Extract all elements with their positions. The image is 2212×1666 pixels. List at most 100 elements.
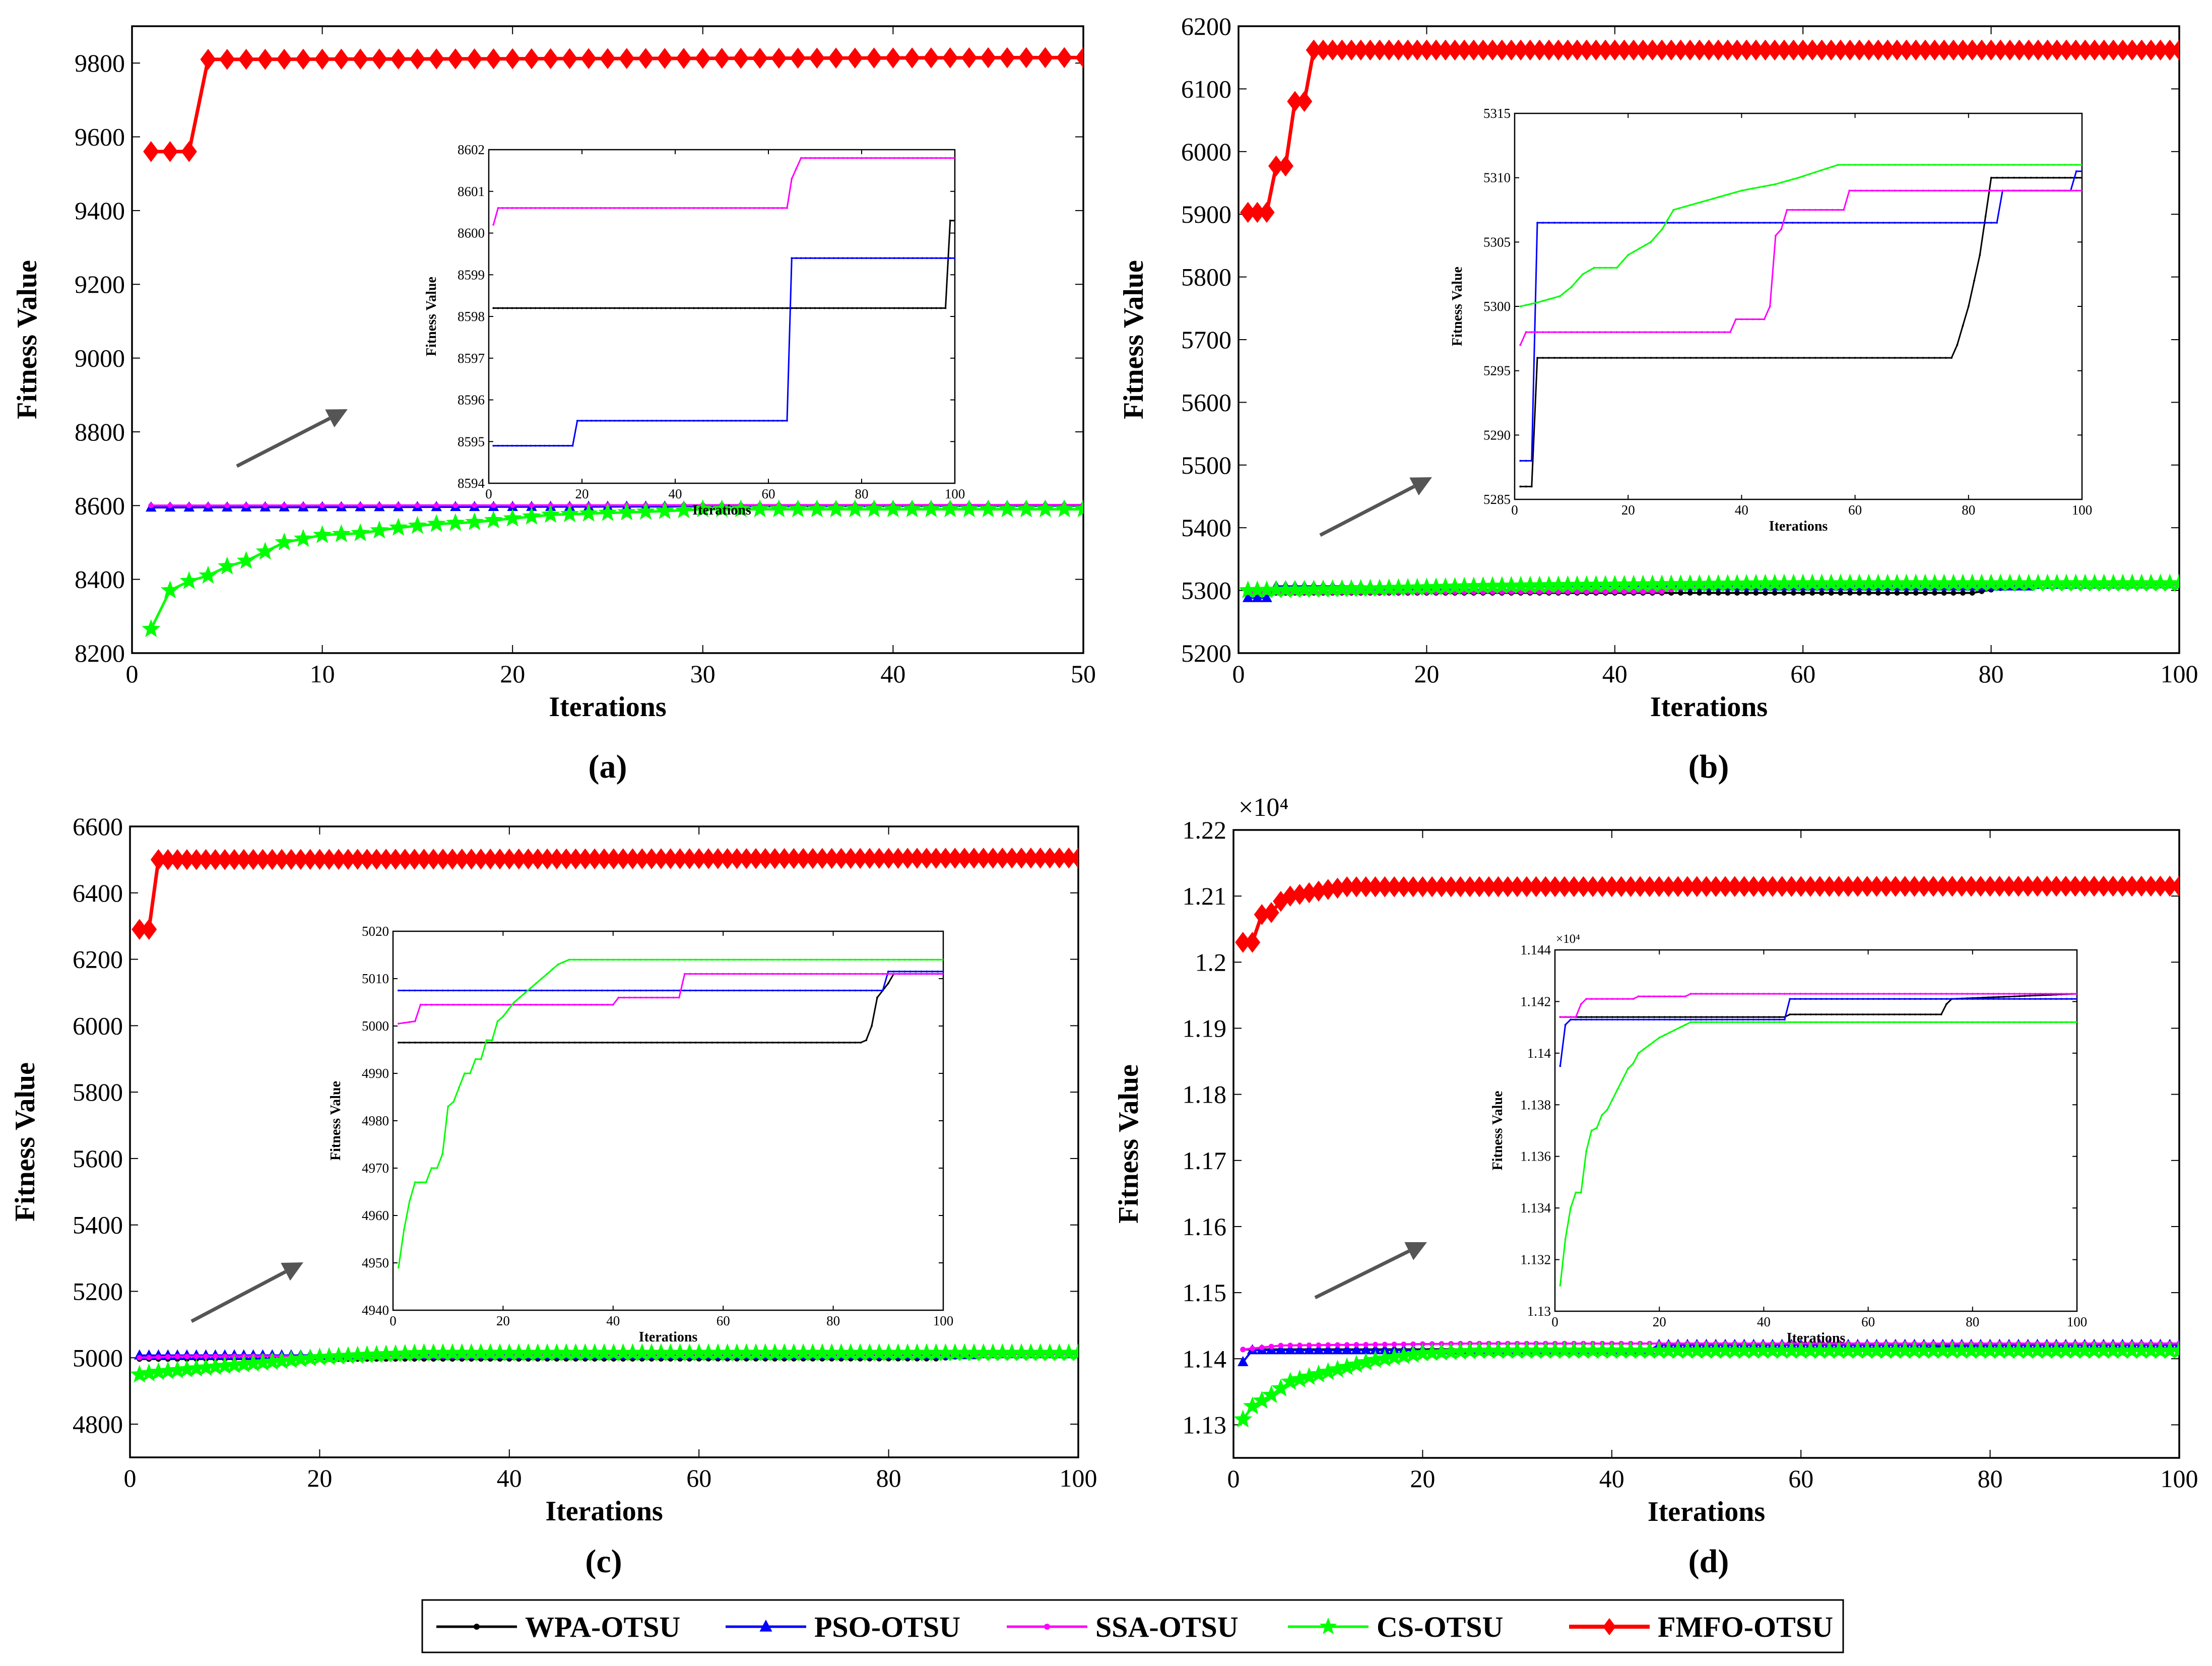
inset-series-marker — [551, 1041, 554, 1044]
inset-series-marker — [733, 1041, 735, 1044]
inset-series-marker — [1530, 331, 1533, 333]
inset-series-marker — [1826, 357, 1828, 359]
inset-series-marker — [1525, 331, 1527, 333]
inset-series-marker — [1882, 998, 1885, 1000]
inset-series-marker — [722, 973, 725, 975]
inset-series-marker — [805, 958, 807, 961]
inset-series-marker — [604, 207, 607, 209]
inset-series-marker — [861, 257, 863, 260]
inset-series-marker — [667, 996, 669, 999]
inset-series-line — [1560, 993, 2077, 1018]
chart-panel-d: 0 20 40 60 80 1001.131.141.151.161.171.181.19… — [1113, 793, 2198, 1580]
inset-series-marker — [735, 307, 737, 309]
inset-series-marker — [733, 989, 735, 992]
inset-series-marker — [909, 970, 912, 973]
inset-series-marker — [935, 157, 937, 159]
inset-series-marker — [1825, 998, 1828, 1000]
inset-series-marker — [1695, 331, 1698, 333]
inset-series-marker — [2069, 189, 2072, 192]
y-tick-label: 6200 — [1181, 12, 1231, 40]
x-tick-label: 0 — [1227, 1464, 1240, 1493]
inset-series-marker — [1735, 222, 1737, 224]
inset-series-marker — [2001, 189, 2004, 192]
series-marker — [1391, 1341, 1397, 1348]
inset-series-marker — [799, 1041, 801, 1044]
inset-series-marker — [662, 996, 664, 999]
inset-series-marker — [1888, 222, 1891, 224]
inset-series-marker — [1773, 1018, 1776, 1021]
inset-series-marker — [553, 444, 555, 447]
inset-series-marker — [436, 1041, 438, 1044]
inset-series-marker — [1610, 267, 1612, 269]
inset-series-marker — [755, 958, 757, 961]
inset-series-marker — [1653, 995, 1655, 998]
inset-series-marker — [1672, 331, 1675, 333]
y-tick-label: 1.22 — [1183, 816, 1227, 844]
inset-series-marker — [1570, 222, 1573, 224]
panel-label: (c) — [585, 1543, 622, 1580]
inset-series-marker — [907, 157, 909, 159]
inset-y-tick-label: 5295 — [1483, 363, 1511, 378]
inset-y-tick-label: 8598 — [458, 309, 485, 324]
inset-series-marker — [590, 207, 593, 209]
inset-series-marker — [497, 307, 499, 309]
inset-series-marker — [540, 989, 543, 992]
inset-series-marker — [1718, 331, 1720, 333]
inset-series-marker — [2003, 998, 2005, 1000]
series-marker — [1969, 590, 1975, 596]
x-tick-label: 80 — [1978, 1464, 2003, 1493]
inset-series-marker — [1808, 222, 1811, 224]
zoom-arrow-head — [1404, 1242, 1427, 1260]
inset-series-marker — [799, 958, 801, 961]
inset-series-marker — [1773, 993, 1776, 995]
series-marker — [428, 48, 444, 70]
inset-series-marker — [1825, 1021, 1828, 1023]
inset-series-marker — [1637, 1018, 1640, 1021]
x-tick-label: 100 — [2161, 1464, 2198, 1493]
inset-series-marker — [1615, 222, 1618, 224]
inset-series-marker — [458, 989, 460, 992]
inset-series-marker — [1601, 1114, 1603, 1116]
inset-series-marker — [722, 989, 725, 992]
inset-series-marker — [639, 1041, 642, 1044]
series-marker — [1233, 1409, 1253, 1428]
inset-series-marker — [513, 989, 515, 992]
inset-series-marker — [728, 973, 730, 975]
inset-series-marker — [815, 989, 818, 992]
inset-series-marker — [688, 307, 690, 309]
inset-series-marker — [788, 973, 791, 975]
inset-series-marker — [1854, 164, 1856, 166]
inset-series-marker — [821, 1041, 823, 1044]
inset-series-marker — [1815, 993, 1817, 995]
inset-series-marker — [1580, 1191, 1582, 1194]
inset-series-marker — [1638, 222, 1641, 224]
inset-series-marker — [944, 307, 947, 309]
inset-series-marker — [480, 1058, 482, 1060]
y-tick-label: 1.19 — [1183, 1014, 1227, 1042]
inset-series-marker — [506, 207, 508, 209]
inset-series-marker — [612, 958, 614, 961]
inset-series-marker — [2050, 998, 2052, 1000]
inset-series-marker — [1653, 1016, 1655, 1018]
inset-series-marker — [1848, 222, 1851, 224]
inset-chart: 0 20 40 60 80 1005285529052955300530553105315… — [1450, 106, 2092, 534]
inset-series-marker — [1882, 357, 1884, 359]
inset-series-marker — [739, 989, 741, 992]
inset-series-marker — [535, 1003, 537, 1006]
inset-series-marker — [828, 157, 830, 159]
series-marker — [1819, 590, 1825, 596]
inset-series-marker — [1679, 1026, 1681, 1029]
inset-series-marker — [1922, 357, 1924, 359]
inset-series-marker — [492, 307, 495, 309]
inset-series-marker — [733, 973, 735, 975]
inset-series-marker — [1650, 331, 1652, 333]
series-marker — [200, 49, 216, 70]
inset-series-marker — [1726, 1016, 1728, 1018]
series-marker — [312, 525, 332, 543]
inset-series-marker — [2024, 164, 2027, 166]
inset-series-marker — [576, 419, 578, 422]
inset-series-marker — [496, 1041, 499, 1044]
inset-series-marker — [915, 958, 917, 961]
inset-series-marker — [1701, 357, 1703, 359]
inset-series-marker — [1893, 998, 1896, 1000]
